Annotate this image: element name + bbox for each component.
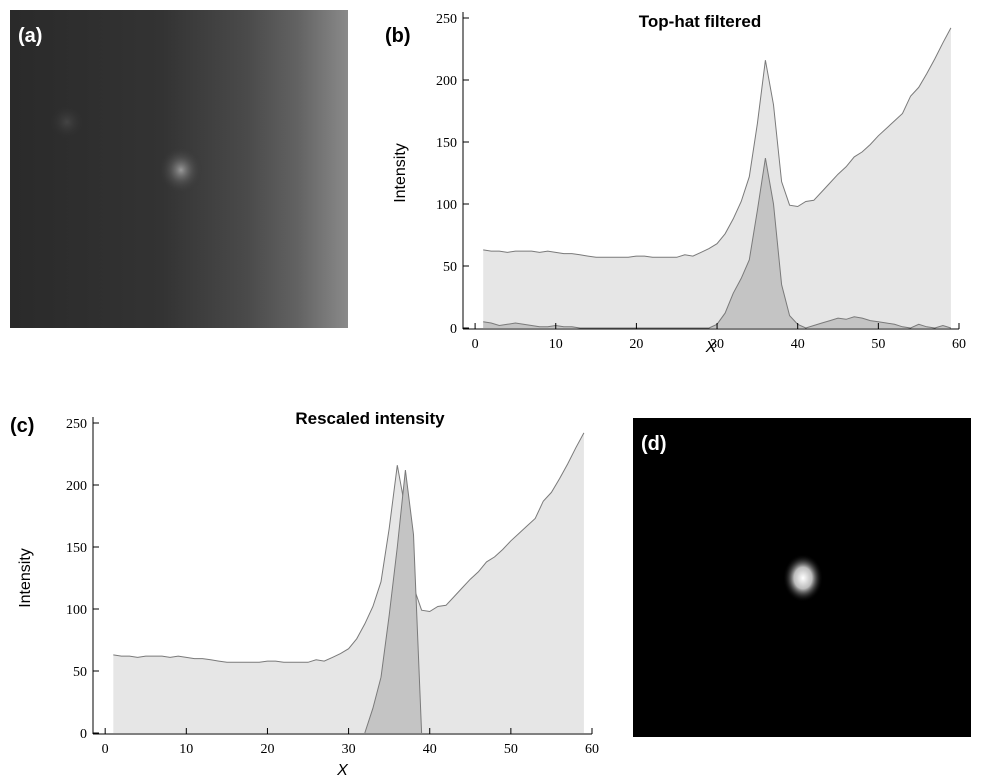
x-tick-label: 50	[504, 742, 518, 757]
image-a: (a)	[10, 10, 348, 328]
y-axis-label: Intensity	[17, 548, 34, 608]
x-tick-label: 10	[179, 742, 193, 757]
x-tick-label: 30	[710, 337, 724, 352]
area-fill	[113, 432, 584, 733]
chart-title: Top-hat filtered	[639, 12, 761, 31]
y-tick-label: 250	[436, 12, 457, 27]
y-tick-label: 150	[66, 541, 87, 556]
area-line	[364, 470, 423, 734]
y-tick-label: 0	[450, 322, 457, 337]
x-tick-label: 20	[260, 742, 274, 757]
x-tick-label: 60	[585, 742, 599, 757]
y-tick-label: 50	[443, 260, 457, 275]
panel-label: (a)	[18, 25, 42, 47]
panel-label: (b)	[385, 25, 411, 47]
x-axis-label: X	[336, 762, 349, 779]
x-tick-label: 30	[342, 742, 356, 757]
x-tick-label: 40	[791, 337, 805, 352]
x-tick-label: 0	[472, 337, 479, 352]
chart: 0 10 20 30 40 50 60 0 50 100 150 200 250 Rescaled int…	[10, 409, 599, 779]
y-tick-label: 200	[66, 479, 87, 494]
y-tick-label: 100	[436, 198, 457, 213]
x-tick-label: 50	[871, 337, 885, 352]
x-tick-label: 10	[549, 337, 563, 352]
x-axis-label: X	[705, 339, 718, 356]
y-tick-label: 250	[66, 417, 87, 432]
x-tick-label: 60	[952, 337, 966, 352]
x-tick-label: 0	[102, 742, 109, 757]
image-d: (d)	[633, 418, 971, 737]
y-tick-label: 0	[80, 727, 87, 742]
y-tick-label: 150	[436, 136, 457, 151]
panel-label: (d)	[641, 433, 667, 455]
area-line	[483, 27, 952, 258]
y-tick-label: 50	[73, 665, 87, 680]
y-tick-label: 200	[436, 74, 457, 89]
x-tick-label: 20	[629, 337, 643, 352]
y-tick-label: 100	[66, 603, 87, 618]
area-fill	[364, 470, 422, 733]
y-axis-label: Intensity	[392, 143, 409, 203]
chart-title: Rescaled intensity	[295, 409, 445, 428]
panel-label: (c)	[10, 415, 34, 437]
chart: 0 10 20 30 40 50 60 0 50 100 150 200 250 Top-hat filt…	[385, 12, 966, 356]
area-fill	[483, 27, 951, 329]
area-line	[113, 432, 585, 663]
x-tick-label: 40	[423, 742, 437, 757]
